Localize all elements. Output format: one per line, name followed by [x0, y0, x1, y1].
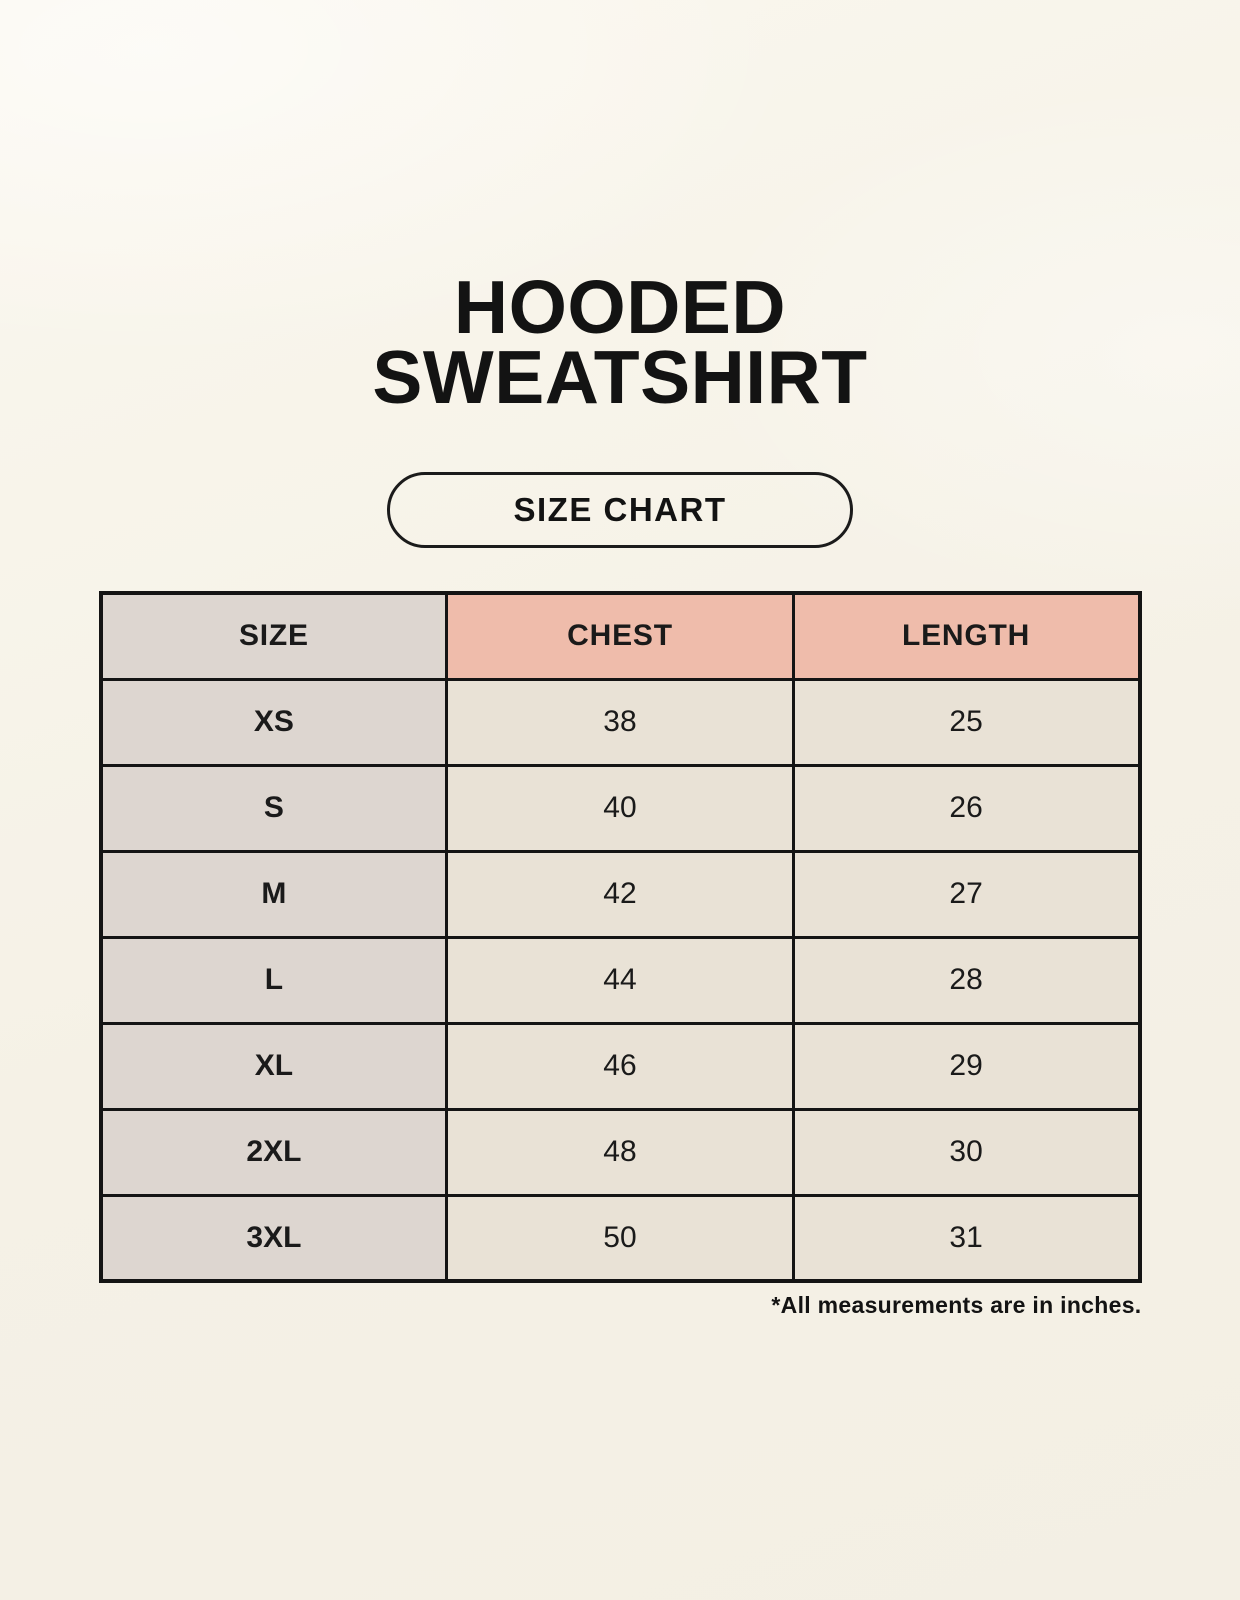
product-title-line1: HOODED — [453, 265, 787, 349]
table-header-row: SIZE CHEST LENGTH — [98, 591, 1142, 681]
size-label: XS — [98, 677, 449, 767]
length-value: 28 — [791, 935, 1142, 1025]
length-value: 30 — [791, 1107, 1142, 1197]
size-label: L — [98, 935, 449, 1025]
chest-value: 46 — [445, 1021, 795, 1111]
length-value: 26 — [791, 763, 1142, 853]
chest-value: 40 — [445, 763, 795, 853]
size-label: M — [98, 849, 449, 939]
table-row-2xl: 2XL 48 30 — [98, 1107, 1142, 1197]
table-row-xs: XS 38 25 — [98, 677, 1142, 767]
size-table: SIZE CHEST LENGTH XS 38 25 S 40 26 M 42 … — [98, 591, 1142, 1283]
chest-value: 48 — [445, 1107, 795, 1197]
page-title: HOODED SWEATSHIRT — [372, 265, 868, 419]
length-value: 29 — [791, 1021, 1142, 1111]
table-row-l: L 44 28 — [98, 935, 1142, 1025]
size-label: S — [98, 763, 449, 853]
column-header-size: SIZE — [98, 591, 449, 681]
table-row-s: S 40 26 — [98, 763, 1142, 853]
length-value: 27 — [791, 849, 1142, 939]
size-label: XL — [98, 1021, 449, 1111]
table-row-3xl: 3XL 50 31 — [98, 1193, 1142, 1283]
measurements-footnote: *All measurements are in inches. — [771, 1292, 1142, 1318]
size-label: 2XL — [98, 1107, 449, 1197]
column-header-chest: CHEST — [445, 591, 795, 681]
table-row-xl: XL 46 29 — [98, 1021, 1142, 1111]
chest-value: 50 — [445, 1193, 795, 1283]
chest-value: 38 — [445, 677, 795, 767]
table-row-m: M 42 27 — [98, 849, 1142, 939]
chest-value: 42 — [445, 849, 795, 939]
size-chart-badge: SIZE CHART — [387, 472, 853, 548]
column-header-length: LENGTH — [791, 591, 1142, 681]
size-label: 3XL — [98, 1193, 449, 1283]
product-title-line2: SWEATSHIRT — [372, 335, 868, 419]
length-value: 31 — [791, 1193, 1142, 1283]
length-value: 25 — [791, 677, 1142, 767]
chest-value: 44 — [445, 935, 795, 1025]
size-chart-badge-label: SIZE CHART — [513, 491, 727, 528]
